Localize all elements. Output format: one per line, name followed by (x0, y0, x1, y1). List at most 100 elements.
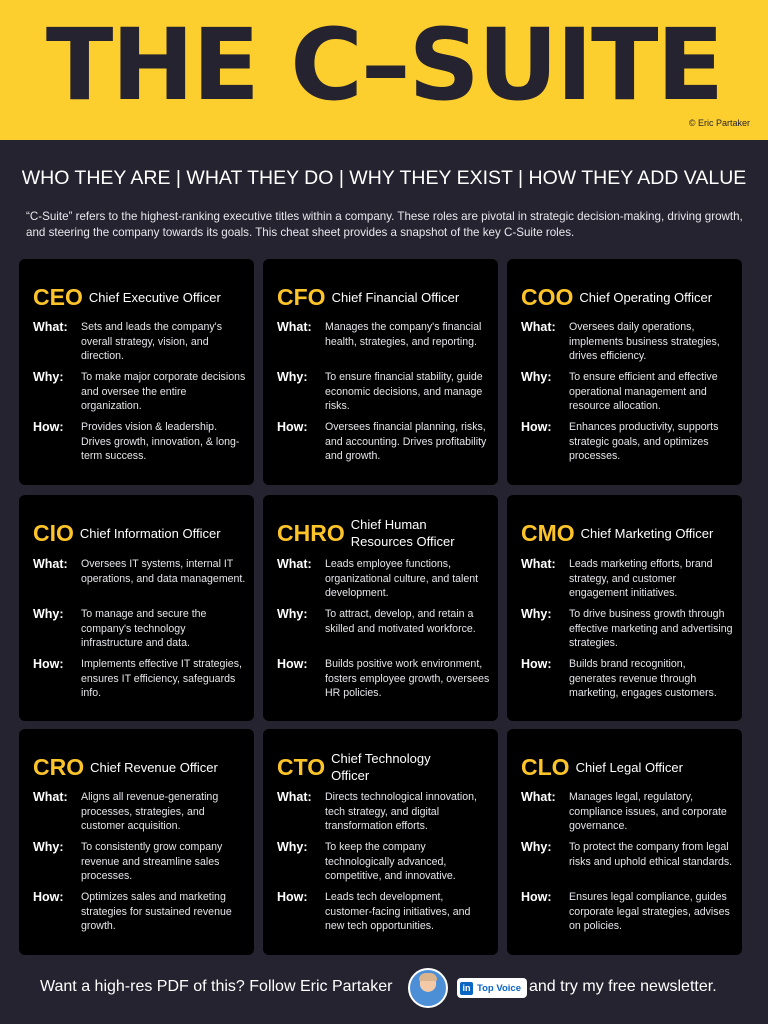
role-how-row: How: Builds positive work environment, fo… (277, 657, 490, 701)
role-abbreviation: CIO (33, 519, 74, 546)
top-voice-badge[interactable]: in Top Voice (457, 978, 527, 998)
role-how-row: How: Implements effective IT strategies, … (33, 657, 246, 701)
author-avatar[interactable] (408, 968, 448, 1008)
what-label: What: (277, 320, 312, 334)
role-card-clo: CLO Chief Legal Officer What: Manages legal… (507, 729, 742, 955)
role-full-name: Chief Operating Officer (579, 289, 713, 305)
why-label: Why: (277, 840, 308, 854)
role-card-coo: COO Chief Operating Officer What: Oversees … (507, 259, 742, 485)
footer-cta: Want a high-res PDF of this? Follow Eric… (0, 966, 768, 1012)
what-text: Leads employee functions, organizational… (325, 558, 479, 600)
role-what-row: What: Directs technological innovation, t… (277, 790, 490, 834)
what-label: What: (277, 557, 312, 571)
how-text: Oversees financial planning, risks, and … (325, 421, 487, 463)
role-what-row: What: Manages the company's financial hea… (277, 320, 490, 349)
role-card-cro: CRO Chief Revenue Officer What: Aligns all … (19, 729, 254, 955)
role-abbreviation: CEO (33, 283, 83, 310)
role-card-chro: CHRO Chief Human Resources Officer What: Le… (263, 495, 498, 721)
role-header: CRO Chief Revenue Officer (33, 743, 246, 791)
why-text: To make major corporate decisions and ov… (81, 371, 246, 413)
role-card-cto: CTO Chief Technology Officer What: Directs … (263, 729, 498, 955)
role-how-row: How: Leads tech development, customer-fac… (277, 890, 490, 934)
how-text: Builds positive work environment, foster… (325, 658, 490, 700)
title-banner: THE C–SUITE © Eric Partaker (0, 0, 768, 140)
role-full-name: Chief Technology Officer (331, 751, 431, 783)
role-card-cmo: CMO Chief Marketing Officer What: Leads mar… (507, 495, 742, 721)
role-why-row: Why: To ensure financial stability, guide… (277, 370, 490, 414)
role-header: CFO Chief Financial Officer (277, 273, 490, 321)
role-abbreviation: COO (521, 283, 574, 310)
footer-cta-left: Want a high-res PDF of this? Follow Eric… (40, 978, 393, 995)
what-text: Directs technological innovation, tech s… (325, 791, 477, 833)
role-abbreviation: CFO (277, 283, 326, 310)
how-text: Provides vision & leadership. Drives gro… (81, 421, 240, 463)
how-label: How: (277, 657, 308, 671)
role-how-row: How: Provides vision & leadership. Drives… (33, 420, 246, 464)
why-text: To attract, develop, and retain a skille… (325, 608, 476, 635)
page-title: THE C–SUITE (45, 8, 724, 123)
role-what-row: What: Leads employee functions, organizat… (277, 557, 490, 601)
badge-label: Top Voice (477, 982, 521, 994)
role-card-cio: CIO Chief Information Officer What: Oversee… (19, 495, 254, 721)
how-label: How: (33, 420, 64, 434)
intro-paragraph: “C-Suite” refers to the highest-ranking … (26, 210, 743, 239)
why-label: Why: (521, 607, 552, 621)
what-text: Manages the company's financial health, … (325, 321, 482, 348)
role-why-row: Why: To make major corporate decisions an… (33, 370, 246, 414)
role-what-row: What: Sets and leads the company's overal… (33, 320, 246, 364)
role-why-row: Why: To ensure efficient and effective op… (521, 370, 734, 414)
role-why-row: Why: To attract, develop, and retain a sk… (277, 607, 490, 636)
why-text: To keep the company technologically adva… (325, 841, 456, 883)
role-how-row: How: Oversees financial planning, risks, … (277, 420, 490, 464)
why-text: To manage and secure the company's techn… (81, 608, 207, 650)
role-abbreviation: CLO (521, 753, 570, 780)
role-how-row: How: Enhances productivity, supports stra… (521, 420, 734, 464)
why-label: Why: (521, 840, 552, 854)
role-what-row: What: Oversees IT systems, internal IT op… (33, 557, 246, 586)
what-label: What: (521, 790, 556, 804)
role-full-name: Chief Revenue Officer (90, 759, 218, 775)
role-full-name: Chief Marketing Officer (580, 525, 714, 541)
why-text: To protect the company from legal risks … (569, 841, 733, 868)
role-full-name: Chief Legal Officer (575, 759, 683, 775)
why-label: Why: (277, 607, 308, 621)
how-text: Optimizes sales and marketing strategies… (81, 891, 232, 933)
how-label: How: (277, 890, 308, 904)
role-abbreviation: CMO (521, 519, 575, 546)
role-what-row: What: Manages legal, regulatory, complian… (521, 790, 734, 834)
role-how-row: How: Builds brand recognition, generates … (521, 657, 734, 701)
what-text: Aligns all revenue-generating processes,… (81, 791, 219, 833)
role-abbreviation: CRO (33, 753, 85, 780)
role-header: CEO Chief Executive Officer (33, 273, 246, 321)
role-full-name: Chief Human Resources Officer (350, 517, 455, 549)
role-header: CIO Chief Information Officer (33, 509, 246, 557)
why-label: Why: (33, 840, 64, 854)
how-label: How: (521, 890, 552, 904)
role-why-row: Why: To manage and secure the company's t… (33, 607, 246, 651)
how-label: How: (277, 420, 308, 434)
role-why-row: Why: To consistently grow company revenue… (33, 840, 246, 884)
why-label: Why: (33, 607, 64, 621)
what-label: What: (33, 320, 68, 334)
what-text: Oversees daily operations, implements bu… (569, 321, 720, 363)
how-label: How: (521, 420, 552, 434)
why-text: To ensure efficient and effective operat… (569, 371, 718, 413)
how-text: Enhances productivity, supports strategi… (569, 421, 719, 463)
how-text: Implements effective IT strategies, ensu… (81, 658, 242, 700)
why-label: Why: (277, 370, 308, 384)
what-label: What: (521, 557, 556, 571)
role-header: COO Chief Operating Officer (521, 273, 734, 321)
role-header: CTO Chief Technology Officer (277, 743, 490, 791)
why-text: To drive business growth through effecti… (569, 608, 733, 650)
what-text: Oversees IT systems, internal IT operati… (81, 558, 246, 585)
why-label: Why: (521, 370, 552, 384)
role-what-row: What: Oversees daily operations, implemen… (521, 320, 734, 364)
role-how-row: How: Ensures legal compliance, guides cor… (521, 890, 734, 934)
what-label: What: (277, 790, 312, 804)
linkedin-icon: in (460, 981, 473, 995)
how-text: Builds brand recognition, generates reve… (569, 658, 717, 700)
footer-cta-right: and try my free newsletter. (529, 978, 717, 995)
role-header: CMO Chief Marketing Officer (521, 509, 734, 557)
role-card-cfo: CFO Chief Financial Officer What: Manages t… (263, 259, 498, 485)
role-header: CHRO Chief Human Resources Officer (277, 509, 490, 557)
